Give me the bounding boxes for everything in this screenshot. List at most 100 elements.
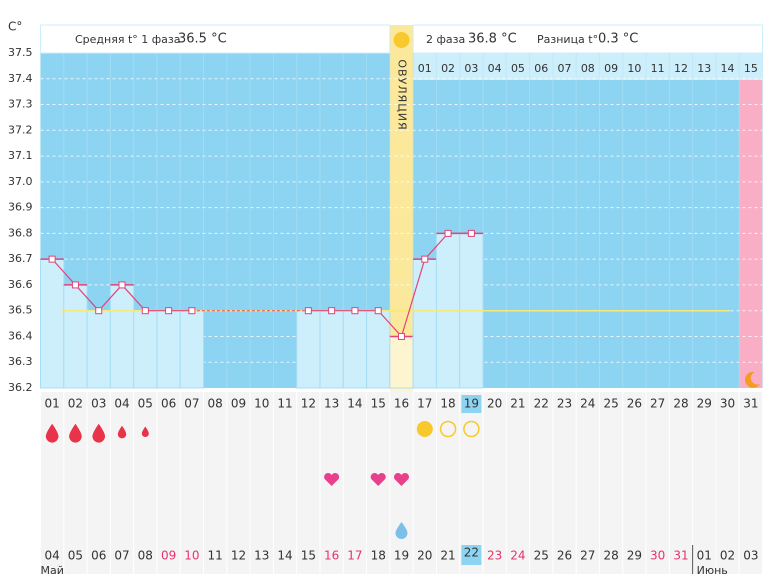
heart-icon: [324, 472, 340, 486]
day-bar: [109, 284, 135, 389]
x-tick-label: 24: [580, 397, 595, 411]
day-bar: [133, 310, 158, 389]
phase2-day: 01: [418, 62, 432, 75]
x-tick-label: 27: [650, 397, 665, 411]
ovulation-column: [389, 25, 414, 388]
calendar-date: 27: [580, 549, 595, 563]
blood-drop: [117, 425, 127, 439]
header: [40, 24, 391, 54]
phase2-day: 03: [464, 62, 478, 75]
calendar-date: 09: [161, 549, 176, 563]
phase2-day: 06: [534, 62, 548, 75]
calendar-date: 16: [324, 549, 339, 563]
x-tick-label: 30: [720, 397, 735, 411]
y-tick-label: 37.2: [8, 123, 33, 136]
phase2-day: 07: [558, 62, 572, 75]
calendar-date: 08: [138, 549, 153, 563]
x-tick-label: 23: [557, 397, 572, 411]
calendar-date: 02: [720, 549, 735, 563]
blood-drop: [141, 426, 149, 437]
temperature-point: [188, 307, 196, 315]
day-bar: [156, 310, 181, 389]
y-tick-label: 36.4: [8, 329, 33, 342]
calendar-date: 25: [534, 549, 549, 563]
x-tick-label: 26: [627, 397, 642, 411]
day-bar: [319, 310, 344, 389]
calendar-date: 06: [91, 549, 106, 563]
calendar-date: 29: [627, 549, 642, 563]
y-tick-label: 36.6: [8, 278, 33, 291]
calendar-date: 14: [277, 549, 292, 563]
sign-filled: [416, 421, 433, 437]
y-tick-label: 36.2: [8, 381, 33, 394]
day-bar: [86, 310, 111, 389]
x-tick-label: 18: [440, 397, 455, 411]
calendar-date: 31: [673, 549, 688, 563]
month-label: Июнь: [697, 564, 728, 574]
x-tick-label: 25: [603, 397, 618, 411]
calendar-date: 13: [254, 549, 269, 563]
y-tick-label: 36.8: [8, 226, 33, 239]
x-tick-label: 09: [231, 397, 246, 411]
temperature-point: [304, 307, 312, 315]
y-tick-label: 36.7: [8, 252, 33, 265]
x-tick-label: 10: [254, 397, 269, 411]
phase2-day: 05: [511, 62, 525, 75]
header: [412, 24, 763, 54]
calendar-date: 28: [603, 549, 618, 563]
temperature-point: [374, 307, 382, 315]
phase2-day: 13: [697, 62, 711, 75]
x-tick-label: 14: [347, 397, 362, 411]
y-tick-label: 36.9: [8, 201, 33, 214]
calendar-date: 15: [301, 549, 316, 563]
x-tick-label: 20: [487, 397, 502, 411]
phase2-label: 2 фаза: [426, 33, 465, 46]
x-tick-label: 16: [394, 397, 409, 411]
calendar-date: 17: [347, 549, 362, 563]
ovulation-label: ОВУЛЯЦИЯ: [395, 59, 408, 130]
x-tick-label: 15: [371, 397, 386, 411]
calendar-date: 04: [45, 549, 60, 563]
x-tick-label: 19: [464, 397, 479, 411]
moon-icon: [745, 371, 760, 388]
phase2-average: 36.8 °C: [468, 32, 517, 47]
x-tick-label: 06: [161, 397, 176, 411]
temperature-point: [48, 255, 56, 263]
temperature-point: [444, 229, 452, 237]
x-tick-label: 03: [91, 397, 106, 411]
phase2-day: 10: [627, 62, 641, 75]
x-tick-label: 04: [114, 397, 129, 411]
day-bar: [296, 310, 321, 389]
day-bar: [40, 258, 65, 389]
y-unit: C°: [8, 20, 22, 34]
calendar-date: 12: [231, 549, 246, 563]
calendar-date: 21: [440, 549, 455, 563]
day-bar: [389, 335, 414, 389]
water-drop: [395, 522, 408, 539]
sign-outline: [463, 420, 480, 438]
heart-icon: [370, 472, 386, 486]
temperature-point: [351, 307, 359, 315]
phase2-day: 08: [581, 62, 595, 75]
phase2-day: 09: [604, 62, 618, 75]
blood-drop: [45, 423, 59, 443]
x-tick-label: 12: [301, 397, 316, 411]
date-highlight: [461, 545, 482, 565]
temperature-point: [71, 281, 79, 289]
difference: 0.3 °C: [598, 32, 638, 47]
phase2-day: 02: [441, 62, 455, 75]
day-bar: [342, 310, 368, 389]
phase1-average: 36.5 °C: [178, 32, 227, 47]
day-bar: [179, 310, 205, 389]
x-tick-label: 29: [697, 397, 712, 411]
y-tick-label: 37.3: [8, 98, 33, 111]
x-tick-label: 02: [68, 397, 83, 411]
temperature-point: [421, 255, 429, 263]
sign-outline: [439, 420, 457, 438]
calendar-date: 07: [114, 549, 129, 563]
calendar-date: 23: [487, 549, 502, 563]
blood-drop: [92, 423, 106, 443]
x-tick-label: 11: [277, 397, 292, 411]
temperature-point: [118, 281, 126, 289]
